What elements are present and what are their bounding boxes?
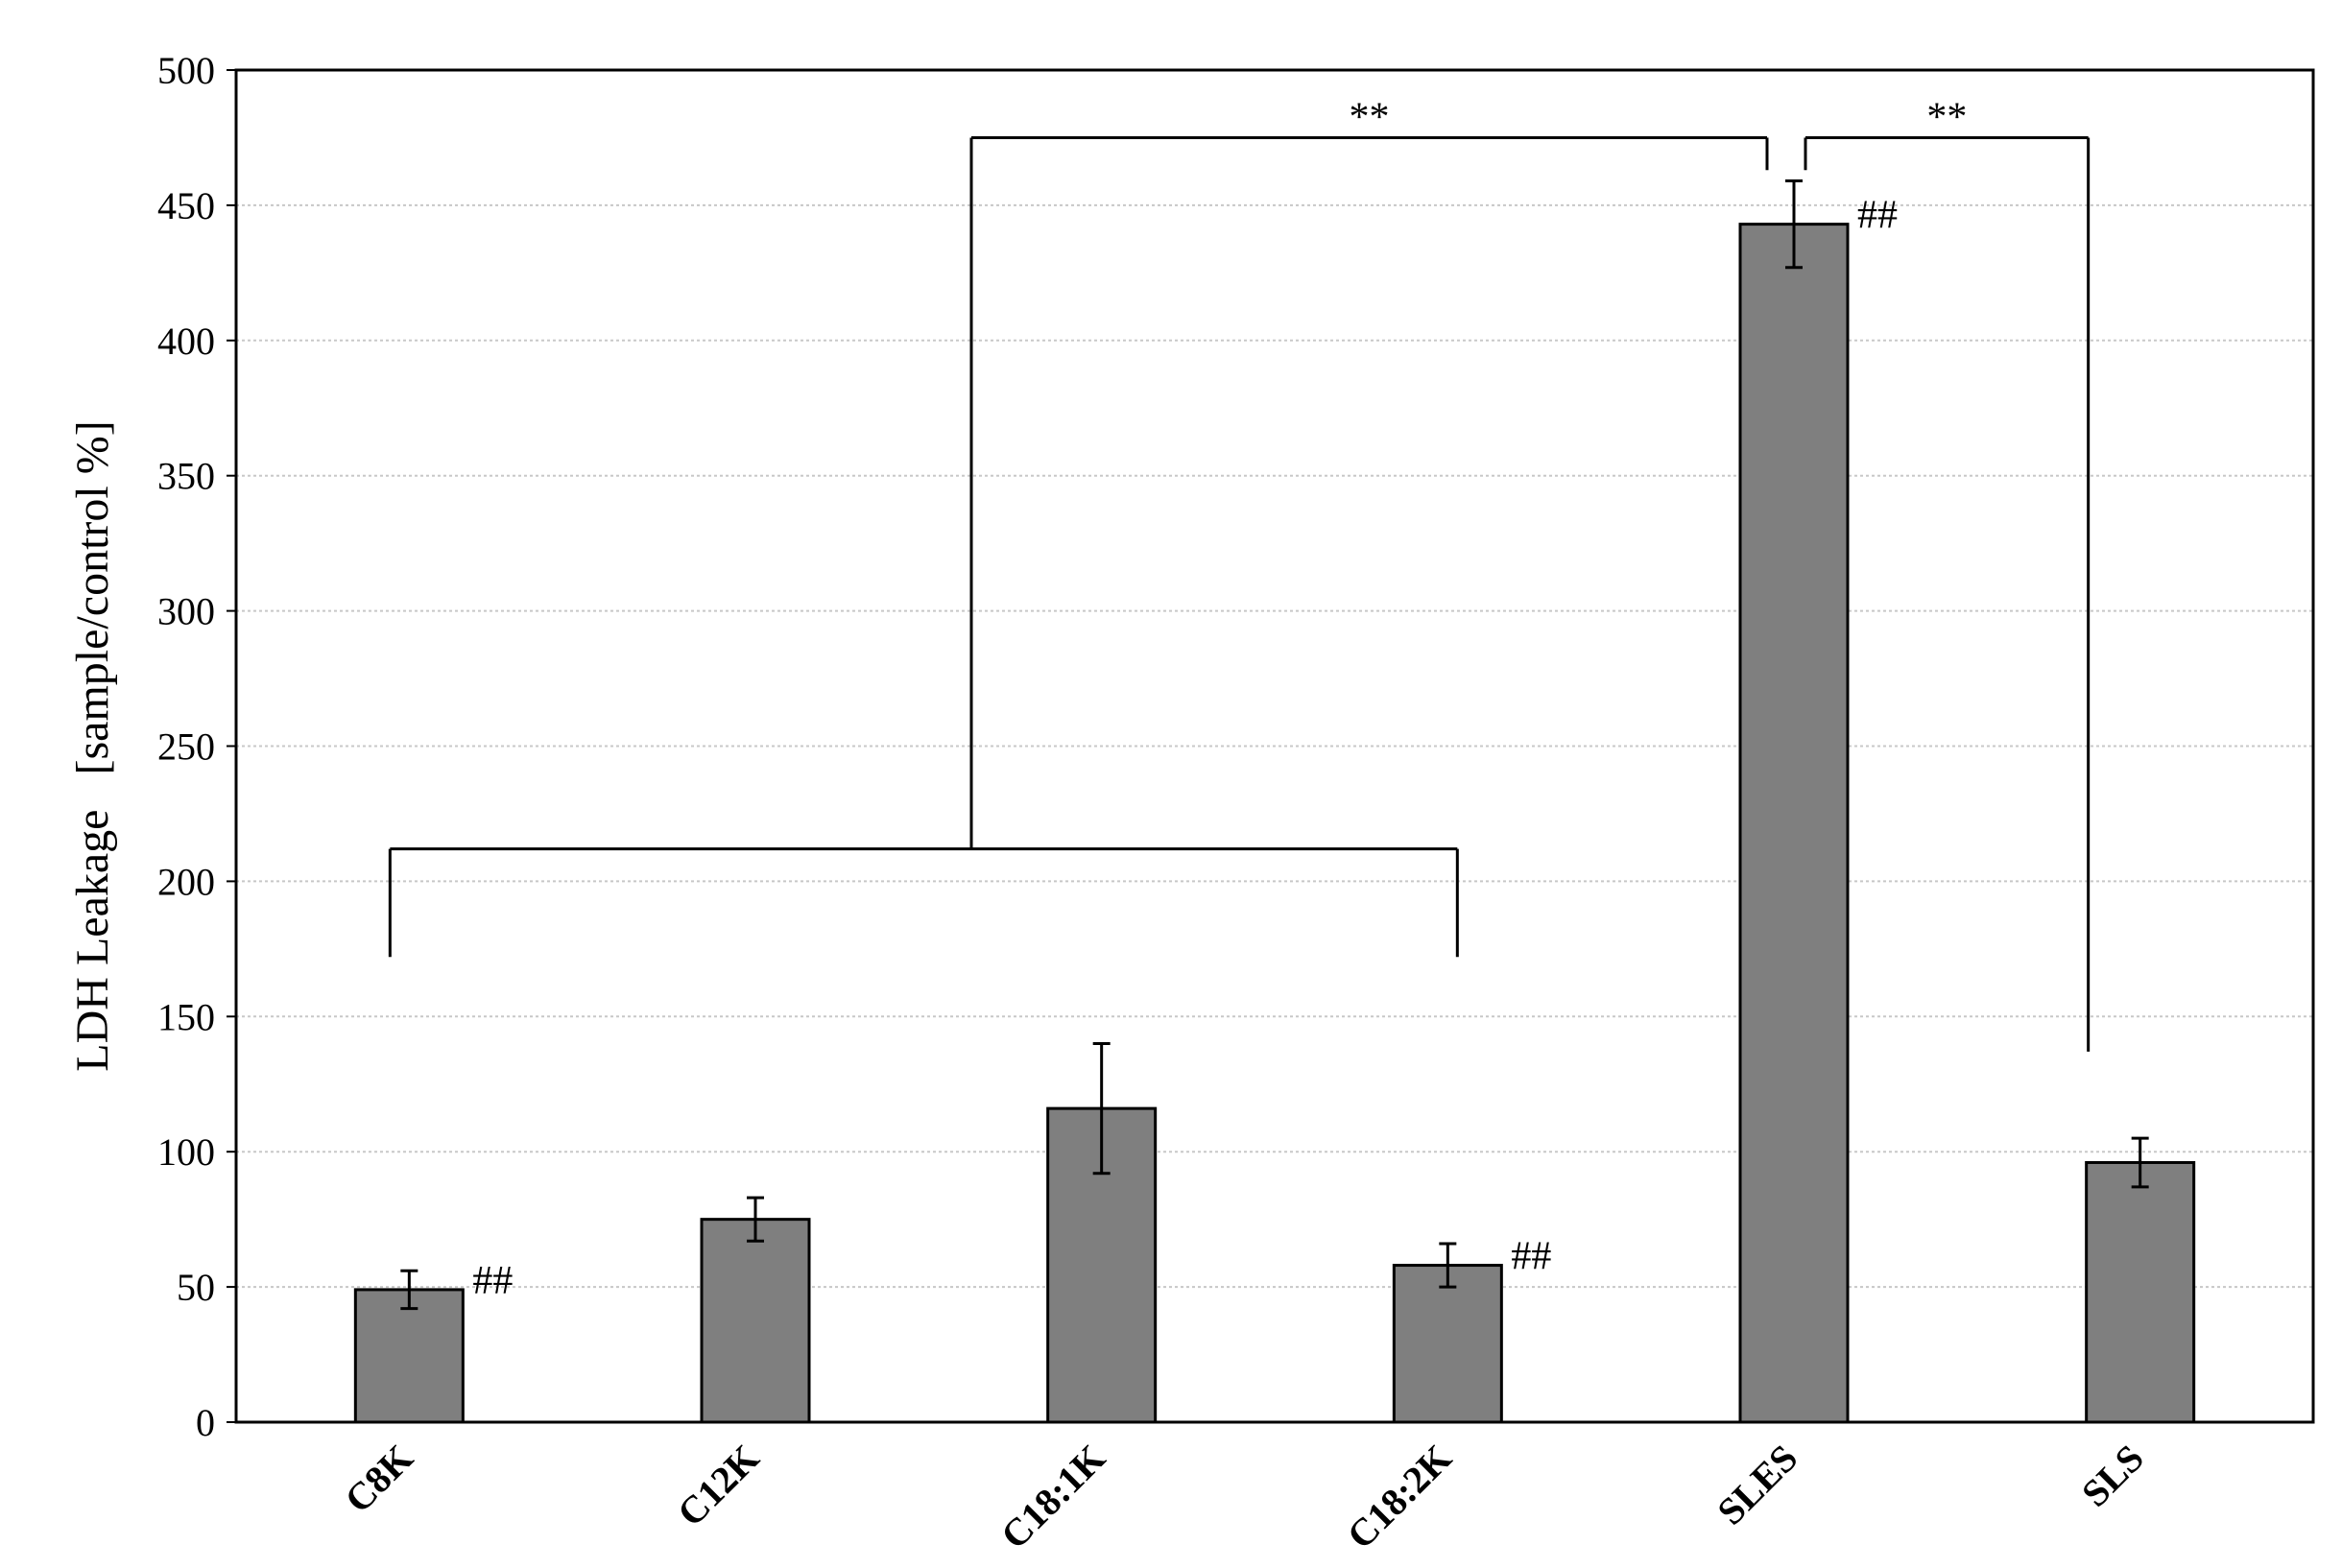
x-tick-label: C18:1K [992,1437,1113,1557]
y-tick-label: 450 [157,184,215,227]
significance-mark: ## [1511,1235,1551,1279]
y-tick-label: 100 [157,1130,215,1174]
y-tick-label: 150 [157,995,215,1038]
category-marks: ## ## ## [472,194,1898,1303]
gridlines [236,203,2313,1289]
x-tick-label: SLS [2073,1437,2152,1515]
y-tick-label: 500 [157,49,215,92]
y-axis-title: LDH Leakage [sample/control %] [67,420,118,1071]
x-tick-label: C18:2K [1339,1437,1460,1557]
bar-c18-2k [1392,1264,1503,1424]
x-tick-label: C12K [669,1437,768,1535]
significance-label: ** [1926,95,1967,139]
significance-mark: ## [472,1259,513,1303]
y-tick-label: 250 [157,725,215,769]
significance-brackets: ** ** [388,95,2091,1052]
y-tick-label: 350 [157,455,215,498]
y-tick-label: 300 [157,590,215,633]
significance-mark: ## [1857,194,1898,238]
y-tick-label: 400 [157,320,215,363]
significance-label: ** [1350,95,1390,139]
bar-sls [2085,1160,2196,1424]
bar-c12k [700,1218,811,1424]
y-tick-label: 200 [157,860,215,903]
x-tick-label: SLES [1709,1437,1805,1533]
bars [353,223,2196,1424]
x-tick-label: C8K [336,1437,420,1521]
error-bars [400,179,2149,1311]
x-axis-labels: C8K C12K C18:1K C18:2K SLES SLS [336,1437,2152,1557]
bar-sles [1738,223,1850,1424]
y-tick-label: 0 [196,1401,215,1444]
y-axis-ticks: 0 50 100 150 200 250 300 350 400 450 500 [157,49,236,1444]
y-tick-label: 50 [177,1266,215,1309]
